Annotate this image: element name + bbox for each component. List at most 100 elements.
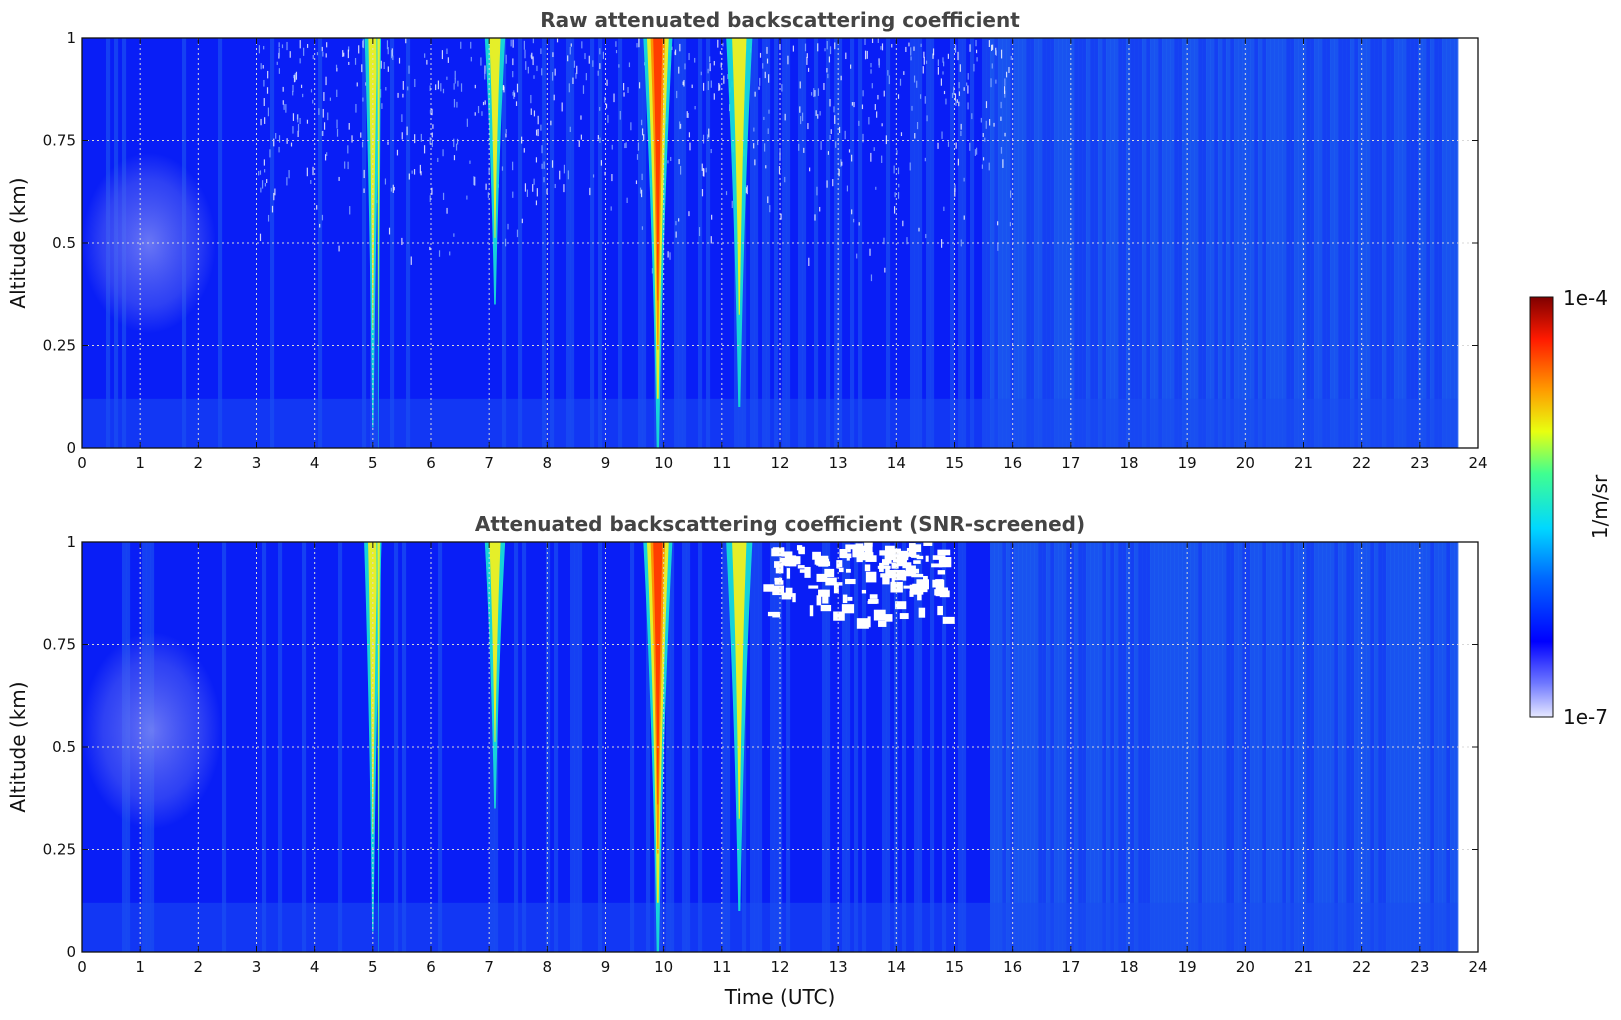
- noise-speck: [423, 145, 426, 154]
- x-tick-label: 5: [368, 454, 378, 472]
- field-column: [242, 542, 247, 952]
- noise-speck: [969, 142, 971, 151]
- field-column: [822, 542, 827, 952]
- noise-speck: [607, 114, 609, 123]
- field-column: [1138, 542, 1143, 952]
- noise-speck: [722, 42, 724, 47]
- field-column: [1182, 542, 1187, 952]
- screened-patch: [869, 594, 878, 599]
- field-column: [842, 38, 847, 448]
- field-column: [954, 542, 959, 952]
- field-column: [1114, 542, 1119, 952]
- noise-speck: [846, 185, 849, 192]
- noise-speck: [767, 196, 769, 204]
- noise-speck: [684, 63, 686, 70]
- noise-speck: [600, 160, 603, 166]
- field-column: [1282, 38, 1287, 448]
- field-column: [858, 542, 863, 952]
- field-column: [622, 38, 627, 448]
- screened-patch: [809, 605, 814, 617]
- noise-speck: [410, 256, 412, 265]
- y-tick-label: 1: [66, 533, 76, 551]
- noise-speck: [636, 43, 638, 48]
- screened-patch: [838, 560, 843, 568]
- noise-speck: [570, 43, 572, 47]
- noise-speck: [991, 63, 993, 69]
- noise-speck: [260, 63, 262, 70]
- noise-speck: [589, 187, 591, 196]
- noise-speck: [606, 79, 608, 86]
- x-tick-label: 19: [1178, 454, 1197, 472]
- noise-speck: [622, 82, 625, 91]
- noise-speck: [336, 89, 338, 98]
- noise-speck: [799, 81, 801, 89]
- field-column: [462, 542, 467, 952]
- noise-speck: [411, 170, 413, 174]
- field-column: [1314, 38, 1319, 448]
- noise-speck: [278, 146, 280, 153]
- noise-speck: [853, 218, 855, 223]
- noise-speck: [460, 41, 462, 49]
- noise-speck: [362, 39, 365, 49]
- noise-speck: [960, 123, 962, 130]
- noise-speck: [824, 48, 826, 52]
- field-column: [714, 38, 719, 448]
- field-column: [518, 38, 523, 448]
- noise-speck: [447, 57, 449, 63]
- noise-speck: [293, 74, 295, 79]
- field-column: [294, 542, 299, 952]
- noise-speck: [625, 142, 627, 149]
- noise-speck: [559, 170, 561, 180]
- raw-x-axis: 0 1 2 3 4 5 6 7 8 9 10 11 12 13 14 15 16 17 18 19 20 21 22 23 24: [77, 38, 1488, 472]
- noise-speck: [263, 45, 265, 50]
- noise-speck: [897, 167, 900, 175]
- noise-speck: [429, 85, 431, 92]
- screened-patch: [916, 555, 924, 560]
- noise-speck: [701, 163, 703, 171]
- noise-speck: [924, 157, 926, 162]
- field-column: [882, 542, 887, 952]
- noise-speck: [956, 99, 958, 103]
- screened-patch: [808, 585, 819, 589]
- x-tick-label: 24: [1468, 958, 1487, 976]
- screened-patch: [911, 573, 924, 578]
- field-column: [418, 38, 423, 448]
- field-column: [234, 38, 239, 448]
- noise-speck: [347, 49, 349, 59]
- field-column: [314, 542, 319, 952]
- field-column: [1038, 542, 1043, 952]
- noise-speck: [937, 59, 939, 66]
- noise-speck: [505, 54, 507, 64]
- noise-speck: [615, 50, 618, 54]
- noise-speck: [504, 238, 507, 247]
- field-column: [714, 542, 719, 952]
- screened-patch: [763, 584, 774, 592]
- noise-speck: [720, 62, 722, 68]
- noise-speck: [484, 71, 486, 80]
- field-column: [1438, 38, 1443, 448]
- colorbar-gradient: [1529, 296, 1554, 718]
- noise-speck: [710, 149, 712, 154]
- noise-speck: [535, 200, 538, 206]
- noise-speck: [383, 61, 385, 70]
- noise-speck: [963, 177, 965, 182]
- screened-patch: [833, 583, 839, 594]
- field-column: [642, 542, 647, 952]
- noise-speck: [286, 177, 288, 186]
- noise-speck: [967, 85, 969, 94]
- noise-speck: [264, 169, 266, 173]
- field-column: [702, 542, 707, 952]
- x-tick-label: 2: [194, 958, 204, 976]
- noise-speck: [276, 61, 278, 65]
- noise-speck: [599, 48, 601, 55]
- field-column: [854, 542, 859, 952]
- noise-speck: [516, 83, 519, 93]
- noise-speck: [329, 97, 331, 101]
- screened-patch: [898, 552, 909, 558]
- x-tick-label: 22: [1352, 454, 1371, 472]
- field-column: [1378, 38, 1383, 448]
- field-column: [278, 38, 283, 448]
- noise-speck: [975, 49, 978, 54]
- field-column: [1362, 542, 1367, 952]
- noise-speck: [943, 90, 946, 95]
